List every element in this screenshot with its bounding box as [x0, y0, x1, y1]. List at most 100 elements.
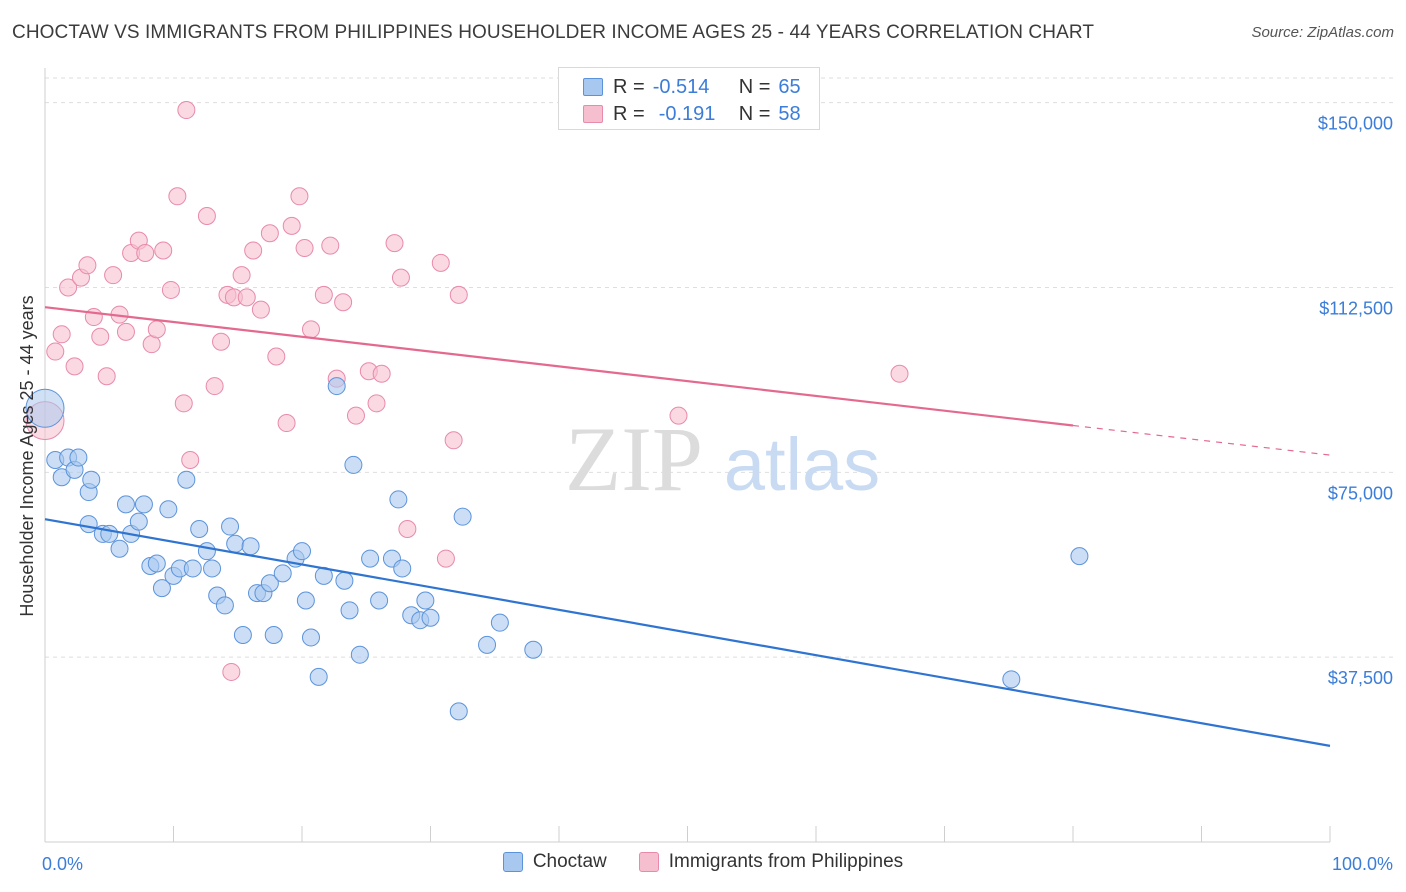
data-point	[177, 470, 196, 489]
data-point	[221, 517, 240, 536]
data-point	[222, 662, 241, 681]
data-point	[52, 325, 71, 344]
data-point	[370, 591, 389, 610]
legend-n-label: N =	[738, 102, 771, 125]
data-point	[233, 625, 252, 644]
watermark-zip: ZIP	[565, 408, 703, 510]
data-point	[65, 357, 84, 376]
data-point	[161, 280, 180, 299]
data-point	[334, 293, 353, 312]
trend-line-philippines-extension	[1072, 424, 1331, 456]
data-point	[129, 512, 148, 531]
legend-n-value: 65	[778, 75, 801, 98]
data-point	[367, 394, 386, 413]
data-point	[136, 243, 155, 262]
data-point	[79, 515, 98, 534]
data-point	[301, 628, 320, 647]
data-point	[134, 495, 153, 514]
x-tick-labels: 0.0% 100.0%	[42, 854, 1393, 874]
data-point	[260, 224, 279, 243]
data-point	[264, 625, 283, 644]
data-point	[524, 640, 543, 659]
bottom-legend-philippines[interactable]: Immigrants from Philippines	[638, 851, 904, 873]
bottom-legend-swatch-philippines	[638, 852, 659, 872]
data-point	[116, 322, 135, 341]
legend-row-choctaw: R = -0.514 N = 65	[583, 75, 801, 99]
data-point	[154, 241, 173, 260]
data-point	[244, 241, 263, 260]
trend-line-philippines	[44, 306, 1074, 427]
legend-r-label: R =	[613, 75, 645, 98]
data-point	[890, 364, 909, 383]
legend: R = -0.514 N = 65 R = -0.191 N = 58	[558, 67, 820, 130]
watermark: ZIP atlas	[565, 408, 880, 510]
legend-row-philippines: R = -0.191 N = 58	[583, 102, 801, 126]
data-point	[46, 342, 65, 361]
data-point	[181, 451, 200, 469]
data-point	[389, 490, 408, 509]
data-point	[478, 635, 497, 654]
legend-swatch-philippines	[583, 105, 603, 123]
data-point	[372, 364, 391, 383]
data-point	[100, 524, 119, 543]
series-choctaw-points	[25, 377, 1089, 721]
data-point	[104, 266, 123, 285]
data-point	[251, 300, 270, 319]
y-tick-label: $75,000	[1328, 483, 1393, 503]
data-point	[174, 394, 193, 413]
data-point	[385, 234, 404, 253]
data-point	[226, 534, 245, 553]
data-point	[669, 406, 688, 425]
x-tick-label: 100.0%	[1332, 854, 1393, 874]
data-point	[59, 278, 78, 297]
data-point	[327, 377, 346, 396]
data-point	[393, 559, 412, 578]
data-point	[1002, 670, 1021, 689]
data-point	[69, 448, 88, 467]
bottom-legend-label-choctaw: Choctaw	[532, 851, 607, 872]
data-point	[282, 216, 301, 235]
data-point	[190, 520, 209, 539]
data-point	[25, 388, 65, 428]
data-point	[391, 268, 410, 287]
source-label: Source: ZipAtlas.com	[1251, 24, 1394, 41]
data-point	[301, 320, 320, 339]
data-point	[215, 596, 234, 615]
bottom-legend-label-philippines: Immigrants from Philippines	[668, 851, 904, 872]
data-point	[152, 579, 171, 598]
data-point	[205, 377, 224, 396]
data-point	[436, 549, 455, 568]
data-point	[273, 564, 292, 583]
grid-lines	[45, 77, 1395, 658]
trend-lines	[44, 306, 1331, 747]
legend-r-value: -0.191	[658, 102, 716, 125]
data-point	[177, 101, 196, 120]
data-point	[361, 549, 380, 568]
data-point	[147, 554, 166, 573]
data-point	[277, 414, 296, 433]
data-point	[293, 542, 311, 561]
data-point	[97, 367, 116, 386]
data-point	[431, 253, 450, 272]
data-point	[296, 591, 315, 610]
data-point	[212, 332, 231, 351]
data-point	[183, 559, 202, 578]
x-tick-label: 0.0%	[42, 854, 83, 874]
chart-title: CHOCTAW VS IMMIGRANTS FROM PHILIPPINES H…	[12, 22, 1095, 43]
watermark-atlas: atlas	[724, 423, 880, 506]
data-point	[232, 266, 251, 285]
trend-line-choctaw	[44, 518, 1331, 747]
bottom-legend-swatch-choctaw	[502, 852, 523, 872]
bottom-legend-choctaw[interactable]: Choctaw	[502, 851, 607, 873]
data-point	[110, 539, 129, 558]
legend-r-label: R =	[613, 102, 645, 125]
legend-swatch-choctaw	[583, 78, 603, 96]
data-point	[350, 645, 369, 664]
data-point	[197, 207, 216, 226]
data-point	[197, 542, 216, 561]
data-point	[168, 187, 187, 206]
data-point	[147, 320, 166, 339]
data-point	[241, 537, 260, 556]
data-point	[344, 455, 363, 474]
